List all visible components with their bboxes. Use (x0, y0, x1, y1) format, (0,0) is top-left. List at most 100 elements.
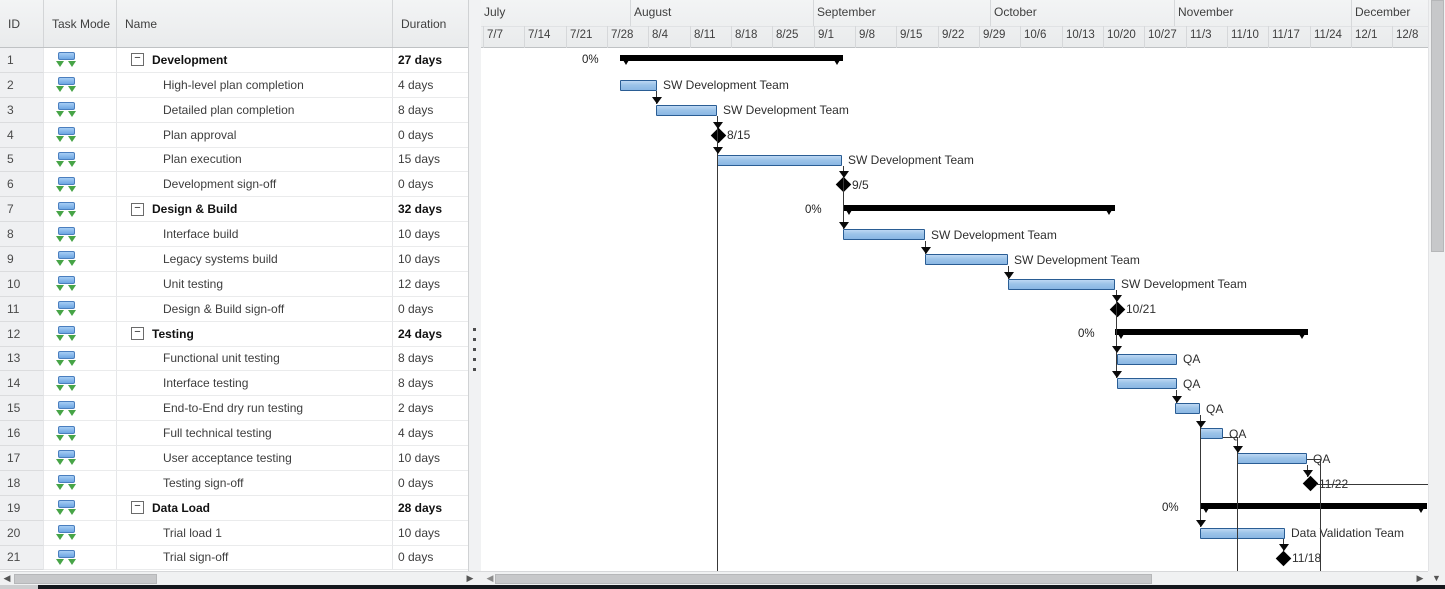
task-mode-cell[interactable] (44, 470, 117, 496)
collapse-box[interactable]: − (131, 327, 144, 341)
table-hscroll-thumb[interactable] (14, 573, 157, 584)
task-mode-cell[interactable] (44, 545, 117, 571)
task-duration-cell[interactable]: 24 days (393, 321, 468, 347)
task-name-cell[interactable]: Trial sign-off (117, 545, 393, 571)
task-duration-cell[interactable]: 4 days (393, 421, 468, 446)
task-mode-cell[interactable] (44, 147, 117, 173)
scroll-right-button[interactable]: ▶ (466, 573, 474, 583)
task-mode-cell[interactable] (44, 172, 117, 198)
row-id-cell[interactable]: 20 (0, 520, 44, 546)
row-id-cell[interactable]: 14 (0, 371, 44, 397)
task-name-cell[interactable]: Interface testing (117, 371, 393, 397)
task-name-cell[interactable]: Detailed plan completion (117, 97, 393, 123)
task-mode-cell[interactable] (44, 247, 117, 272)
vertical-scrollbar-thumb[interactable] (1431, 0, 1444, 252)
task-mode-cell[interactable] (44, 446, 117, 471)
task-duration-cell[interactable]: 0 days (393, 172, 468, 198)
task-duration-cell[interactable]: 0 days (393, 296, 468, 322)
task-mode-cell[interactable] (44, 222, 117, 247)
gantt-milestone[interactable] (1275, 550, 1291, 566)
row-id-cell[interactable]: 17 (0, 446, 44, 471)
row-id-cell[interactable]: 13 (0, 346, 44, 372)
table-horizontal-scrollbar[interactable]: ◀ ▶ (0, 571, 478, 585)
collapse-box[interactable]: − (131, 501, 144, 515)
gantt-bar-task[interactable] (1117, 378, 1177, 390)
gantt-bar-summary[interactable] (843, 204, 1115, 215)
task-mode-cell[interactable] (44, 321, 117, 347)
scroll-right-button[interactable]: ▶ (1416, 573, 1424, 583)
gantt-bar-task[interactable] (1200, 527, 1285, 539)
task-name-cell[interactable]: Legacy systems build (117, 247, 393, 272)
task-duration-cell[interactable]: 8 days (393, 346, 468, 372)
gantt-bar-task[interactable] (843, 229, 925, 241)
task-name-cell[interactable]: Full technical testing (117, 421, 393, 446)
task-name-cell[interactable]: Interface build (117, 222, 393, 247)
gantt-bar-task[interactable] (1237, 453, 1307, 465)
task-mode-cell[interactable] (44, 396, 117, 422)
row-id-cell[interactable]: 19 (0, 495, 44, 521)
row-id-cell[interactable]: 11 (0, 296, 44, 322)
gantt-bar-task[interactable] (1117, 353, 1177, 365)
task-mode-cell[interactable] (44, 495, 117, 521)
task-name-cell[interactable]: − Design & Build (117, 197, 393, 223)
task-duration-cell[interactable]: 8 days (393, 97, 468, 123)
column-header-duration[interactable]: Duration (401, 16, 447, 31)
chart-hscroll-thumb[interactable] (495, 573, 1152, 584)
scroll-down-button[interactable]: ▼ (1428, 571, 1445, 585)
gantt-bar-task[interactable] (1175, 403, 1200, 415)
task-name-cell[interactable]: High-level plan completion (117, 72, 393, 98)
task-duration-cell[interactable]: 0 days (393, 545, 468, 571)
column-header-id[interactable]: ID (0, 0, 44, 47)
row-id-cell[interactable]: 3 (0, 97, 44, 123)
column-header-name[interactable]: Name (117, 0, 393, 47)
gantt-bar-task[interactable] (656, 104, 717, 116)
row-id-cell[interactable]: 10 (0, 271, 44, 297)
gantt-bar-task[interactable] (925, 254, 1008, 265)
row-id-cell[interactable]: 5 (0, 147, 44, 173)
timescale-header[interactable]: July August September October November Decemb… (481, 0, 1428, 48)
task-name-cell[interactable]: Testing sign-off (117, 470, 393, 496)
gantt-bar-task[interactable] (1200, 428, 1223, 440)
task-mode-cell[interactable] (44, 122, 117, 148)
task-mode-cell[interactable] (44, 296, 117, 322)
pane-splitter[interactable] (468, 0, 481, 571)
task-duration-cell[interactable]: 32 days (393, 197, 468, 223)
task-name-cell[interactable]: − Development (117, 48, 393, 73)
row-id-cell[interactable]: 16 (0, 421, 44, 446)
task-mode-cell[interactable] (44, 197, 117, 223)
task-duration-cell[interactable]: 15 days (393, 147, 468, 173)
row-id-cell[interactable]: 12 (0, 321, 44, 347)
task-name-cell[interactable]: Development sign-off (117, 172, 393, 198)
task-duration-cell[interactable]: 28 days (393, 495, 468, 521)
task-duration-cell[interactable]: 4 days (393, 72, 468, 98)
task-duration-cell[interactable]: 10 days (393, 446, 468, 471)
row-id-cell[interactable]: 2 (0, 72, 44, 98)
task-mode-cell[interactable] (44, 346, 117, 372)
row-id-cell[interactable]: 1 (0, 48, 44, 73)
gantt-bar-task[interactable] (620, 79, 657, 91)
task-mode-cell[interactable] (44, 271, 117, 297)
task-name-cell[interactable]: − Data Load (117, 495, 393, 521)
task-duration-cell[interactable]: 27 days (393, 48, 468, 73)
row-id-cell[interactable]: 4 (0, 122, 44, 148)
task-name-cell[interactable]: User acceptance testing (117, 446, 393, 471)
task-mode-cell[interactable] (44, 421, 117, 446)
task-duration-cell[interactable]: 8 days (393, 371, 468, 397)
chart-horizontal-scrollbar[interactable]: ◀ ▶ (478, 571, 1428, 585)
gantt-milestone[interactable] (1109, 301, 1125, 318)
task-name-cell[interactable]: Unit testing (117, 271, 393, 297)
task-mode-cell[interactable] (44, 72, 117, 98)
gantt-bar-summary[interactable] (620, 55, 843, 66)
task-mode-cell[interactable] (44, 48, 117, 73)
gantt-milestone[interactable] (710, 127, 726, 143)
row-id-cell[interactable]: 7 (0, 197, 44, 223)
row-id-cell[interactable]: 6 (0, 172, 44, 198)
task-mode-cell[interactable] (44, 97, 117, 123)
task-duration-cell[interactable]: 10 days (393, 222, 468, 247)
gantt-bar-task[interactable] (717, 154, 842, 166)
vertical-scrollbar[interactable] (1428, 0, 1445, 571)
task-duration-cell[interactable]: 0 days (393, 470, 468, 496)
row-id-cell[interactable]: 9 (0, 247, 44, 272)
row-id-cell[interactable]: 18 (0, 470, 44, 496)
task-duration-cell[interactable]: 12 days (393, 271, 468, 297)
